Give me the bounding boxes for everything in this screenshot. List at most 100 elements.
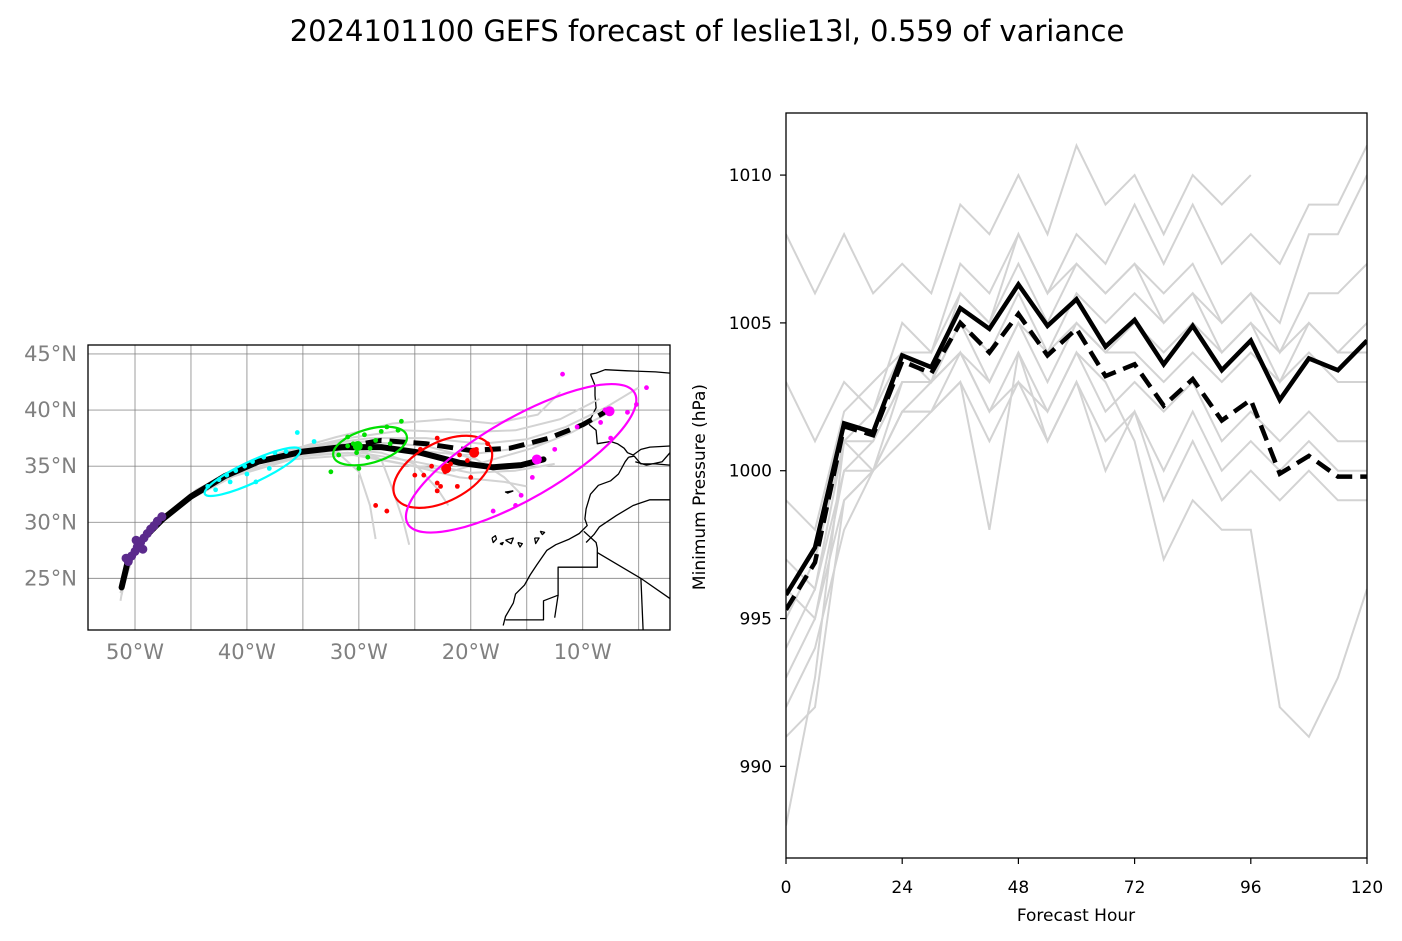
- pressure-series: [786, 142, 1367, 826]
- coastline: [635, 452, 670, 466]
- coastline: [491, 535, 498, 544]
- pressure-frame: [785, 112, 1368, 859]
- map-y-tick-label: 35°N: [24, 454, 77, 478]
- marker-t2: [354, 450, 360, 456]
- coastline: [517, 541, 523, 548]
- coastline: [499, 541, 504, 546]
- pressure-member-line: [786, 350, 1367, 739]
- map-x-tick-label: 20°W: [442, 640, 500, 664]
- marker-t4: [574, 424, 580, 430]
- marker-t1: [311, 439, 317, 444]
- map-x-tick-label: 40°W: [218, 640, 276, 664]
- pressure-panel: 0 24 48 72 96 120 990 995 1000 1005 1010 Forecast…: [690, 112, 1383, 926]
- pressure-x-tick-label: 24: [891, 878, 913, 898]
- coastline: [505, 530, 598, 621]
- marker-t1: [294, 430, 300, 435]
- marker-t2: [345, 443, 351, 449]
- map-x-tick-labels: 50°W 40°W 30°W 20°W 10°W: [106, 640, 612, 664]
- marker-t3: [465, 458, 470, 463]
- marker-t2: [387, 441, 393, 447]
- marker-t3: [384, 508, 390, 514]
- marker-t3: [457, 452, 462, 458]
- pressure-x-tick-label: 0: [781, 878, 792, 898]
- marker-large-t4: [604, 406, 615, 417]
- marker-t1: [283, 449, 289, 454]
- marker-t3: [468, 475, 474, 480]
- marker-t3: [434, 488, 440, 494]
- marker-t4: [518, 492, 524, 498]
- pressure-x-tick-label: 120: [1351, 878, 1383, 898]
- coastline: [640, 578, 644, 630]
- map-x-tick-label: 10°W: [554, 640, 612, 664]
- ellipse-t2: [332, 425, 409, 467]
- coastline: [554, 595, 559, 618]
- marker-t3: [412, 472, 418, 478]
- marker-t2: [365, 454, 371, 460]
- pressure-mean-line: [786, 280, 1367, 597]
- pressure-y-tick-label: 1000: [729, 462, 772, 482]
- map-y-tick-label: 25°N: [24, 566, 77, 590]
- marker-t1: [244, 471, 250, 477]
- pressure-y-label: Minimum Pressure (hPa): [690, 384, 710, 590]
- map-y-tick-label: 45°N: [24, 342, 77, 366]
- marker-t3: [373, 503, 379, 508]
- map-x-tick-label: 30°W: [330, 640, 388, 664]
- map-x-tick-label: 50°W: [106, 640, 164, 664]
- marker-t4: [598, 420, 604, 425]
- marker-t3: [429, 463, 435, 469]
- coastline: [533, 537, 540, 545]
- marker-t2: [398, 418, 404, 424]
- pressure-y-ticks: 990 995 1000 1005 1010: [729, 166, 786, 777]
- figure-title: 2024101100 GEFS forecast of leslie13l, 0…: [290, 14, 1125, 48]
- map-coastlines: [491, 369, 670, 630]
- pressure-y-tick-label: 995: [740, 610, 772, 630]
- pressure-member-line: [786, 231, 1367, 592]
- pressure-x-tick-label: 72: [1124, 878, 1146, 898]
- pressure-x-tick-label: 96: [1240, 878, 1262, 898]
- marker-t4: [644, 385, 649, 391]
- ellipse-t1: [203, 446, 302, 498]
- marker-t2: [356, 466, 362, 471]
- pressure-member-line: [786, 320, 1367, 826]
- marker-t2: [328, 469, 334, 475]
- marker-t1: [213, 487, 218, 493]
- marker-t4: [529, 475, 535, 480]
- pressure-y-tick-label: 990: [740, 757, 772, 777]
- marker-t0: [157, 512, 167, 522]
- marker-t2: [336, 452, 342, 458]
- pressure-member-line: [786, 145, 1367, 444]
- marker-t0: [121, 553, 131, 563]
- marker-large-t3: [441, 463, 452, 474]
- map-frame: [87, 344, 671, 631]
- marker-t4: [560, 371, 565, 377]
- marker-t0: [138, 544, 148, 554]
- marker-t4: [552, 446, 558, 452]
- marker-t3: [454, 483, 460, 489]
- map-gridlines: [88, 345, 670, 630]
- marker-large-t3: [469, 447, 480, 458]
- coastline: [504, 490, 514, 494]
- coastline: [505, 537, 514, 545]
- marker-t1: [266, 466, 272, 471]
- marker-t2: [362, 432, 367, 438]
- map-y-tick-label: 40°N: [24, 398, 77, 422]
- marker-t1: [227, 479, 233, 485]
- pressure-x-tick-label: 48: [1008, 878, 1030, 898]
- coastline: [539, 530, 546, 536]
- pressure-x-label: Forecast Hour: [1017, 906, 1135, 926]
- marker-t0: [131, 535, 141, 545]
- coastline: [502, 456, 630, 626]
- marker-large-t4: [531, 454, 542, 465]
- map-y-tick-labels: 25°N 30°N 35°N 40°N 45°N: [24, 342, 77, 590]
- marker-t4: [490, 508, 496, 514]
- pressure-member-line: [786, 352, 1367, 708]
- marker-t2: [373, 437, 379, 443]
- uncertainty-ellipses: [203, 382, 638, 534]
- ellipse-t3: [392, 434, 494, 509]
- marker-t3: [434, 480, 440, 486]
- ellipse-t4: [404, 382, 638, 534]
- map-y-tick-label: 30°N: [24, 510, 77, 534]
- marker-t3: [434, 435, 440, 441]
- marker-t3: [438, 483, 443, 489]
